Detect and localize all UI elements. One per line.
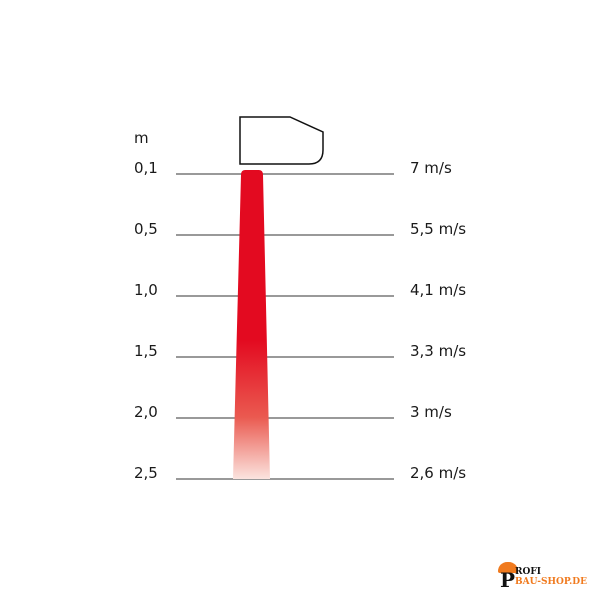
logo-initial: P bbox=[500, 568, 516, 592]
logo-line2: BAU-SHOP.DE bbox=[515, 577, 587, 587]
distance-label: 1,5 bbox=[134, 342, 158, 360]
speed-label: 4,1 m/s bbox=[410, 281, 467, 299]
speed-label: 3 m/s bbox=[410, 403, 452, 421]
unit-label: m bbox=[134, 129, 149, 147]
speed-label: 7 m/s bbox=[410, 159, 452, 177]
air-stream-bar bbox=[233, 170, 270, 479]
distance-label: 2,0 bbox=[134, 403, 158, 421]
distance-label: 1,0 bbox=[134, 281, 158, 299]
distance-label: 0,5 bbox=[134, 220, 158, 238]
speed-label: 3,3 m/s bbox=[410, 342, 467, 360]
speed-label: 5,5 m/s bbox=[410, 220, 467, 238]
helmet-icon bbox=[498, 562, 518, 573]
distance-label: 0,1 bbox=[134, 159, 158, 177]
profi-bau-shop-logo: P ROFI BAU-SHOP.DE bbox=[498, 562, 598, 592]
speed-label: 2,6 m/s bbox=[410, 464, 467, 482]
logo-line1: ROFI bbox=[515, 567, 541, 577]
nozzle-outline bbox=[239, 116, 324, 165]
distance-label: 2,5 bbox=[134, 464, 158, 482]
